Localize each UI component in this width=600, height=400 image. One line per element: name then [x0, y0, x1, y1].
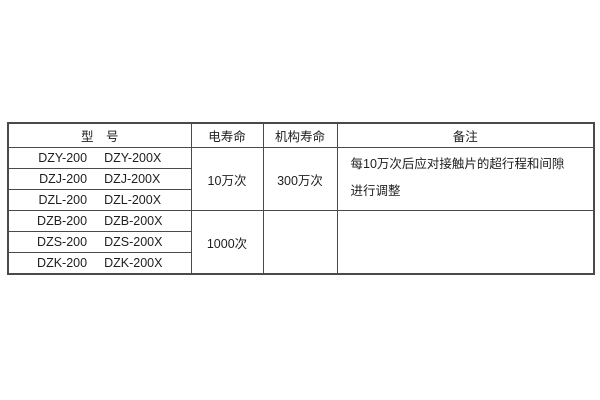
header-row: 型 号 电寿命 机构寿命 备注: [7, 122, 595, 148]
relay-spec-table: 型 号 电寿命 机构寿命 备注 DZY-200 DZY-200X 10万次 300…: [7, 122, 595, 275]
model-name: DZY-200X: [104, 151, 162, 165]
electrical-life-cell: 10万次: [190, 147, 264, 211]
table-row: DZL-200 DZL-200X: [7, 189, 594, 211]
mechanical-life-cell: 300万次: [262, 147, 338, 211]
model-name: DZB-200: [37, 214, 88, 228]
model-cell: DZB-200 DZB-200X: [7, 210, 192, 232]
remarks-line: 进行调整: [350, 184, 401, 198]
mechanical-life-cell: [262, 210, 338, 275]
model-cell: DZY-200 DZY-200X: [7, 147, 192, 169]
model-name: DZB-200X: [104, 214, 163, 228]
remarks-line: 每10万次后应对接触片的超行程和间隙: [350, 157, 565, 171]
model-cell: DZL-200 DZL-200X: [7, 189, 192, 211]
table-row: DZB-200 DZB-200X 1000次: [7, 210, 595, 275]
model-name: DZJ-200X: [104, 172, 161, 186]
model-name: DZS-200X: [104, 235, 163, 249]
remarks-cell: 每10万次后应对接触片的超行程和间隙 进行调整: [336, 147, 595, 211]
table-row: DZS-200 DZS-200X: [7, 231, 594, 253]
model-name: DZL-200X: [104, 193, 162, 207]
table-row: DZJ-200 DZJ-200X: [7, 168, 594, 190]
header-electrical-life: 电寿命: [190, 122, 264, 148]
header-model: 型 号: [7, 122, 192, 148]
model-name: DZJ-200: [39, 172, 88, 186]
model-name: DZS-200: [37, 235, 88, 249]
model-cell: DZK-200 DZK-200X: [7, 252, 192, 275]
model-cell: DZJ-200 DZJ-200X: [7, 168, 192, 190]
remarks-cell: [336, 210, 595, 275]
electrical-life-cell: 1000次: [190, 210, 264, 275]
model-name: DZK-200X: [104, 256, 163, 270]
header-remarks: 备注: [336, 122, 595, 148]
table-row: DZY-200 DZY-200X 10万次 300万次 每10万次后应对接触片的超…: [7, 147, 595, 211]
model-name: DZK-200: [37, 256, 88, 270]
model-name: DZL-200: [38, 193, 88, 207]
header-mechanical-life: 机构寿命: [262, 122, 338, 148]
table-row: DZK-200 DZK-200X: [7, 252, 594, 275]
model-name: DZY-200: [38, 151, 88, 165]
model-cell: DZS-200 DZS-200X: [7, 231, 192, 253]
